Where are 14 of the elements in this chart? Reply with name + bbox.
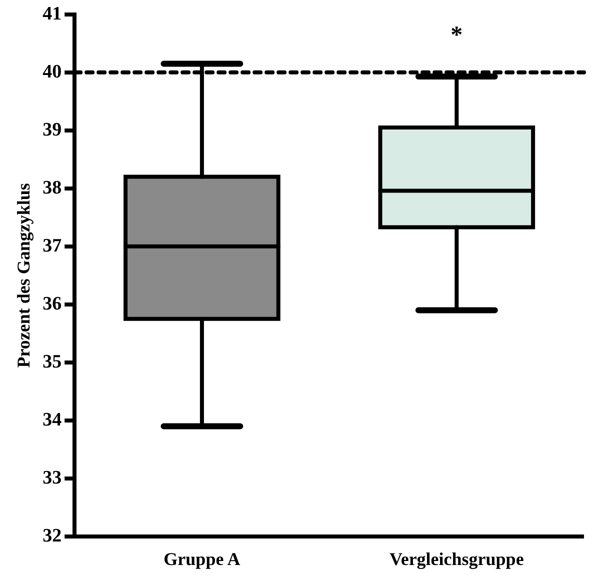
y-tick-label: 32 (42, 525, 62, 546)
y-tick-label: 41 (42, 3, 62, 24)
annotation: * (450, 22, 463, 49)
y-tick-label: 36 (42, 293, 62, 314)
y-tick-label: 38 (42, 177, 62, 198)
y-tick-label: 35 (42, 351, 62, 372)
y-tick-label: 33 (42, 467, 62, 488)
y-tick-label: 40 (42, 61, 62, 82)
x-tick-label: Gruppe A (164, 548, 240, 569)
y-tick-label: 37 (42, 235, 62, 256)
y-tick-label: 39 (42, 119, 62, 140)
x-tick-label: Vergleichsgruppe (389, 548, 524, 569)
y-axis-title: Prozent des Gangzyklus (13, 183, 34, 368)
y-tick-label: 34 (42, 409, 62, 430)
